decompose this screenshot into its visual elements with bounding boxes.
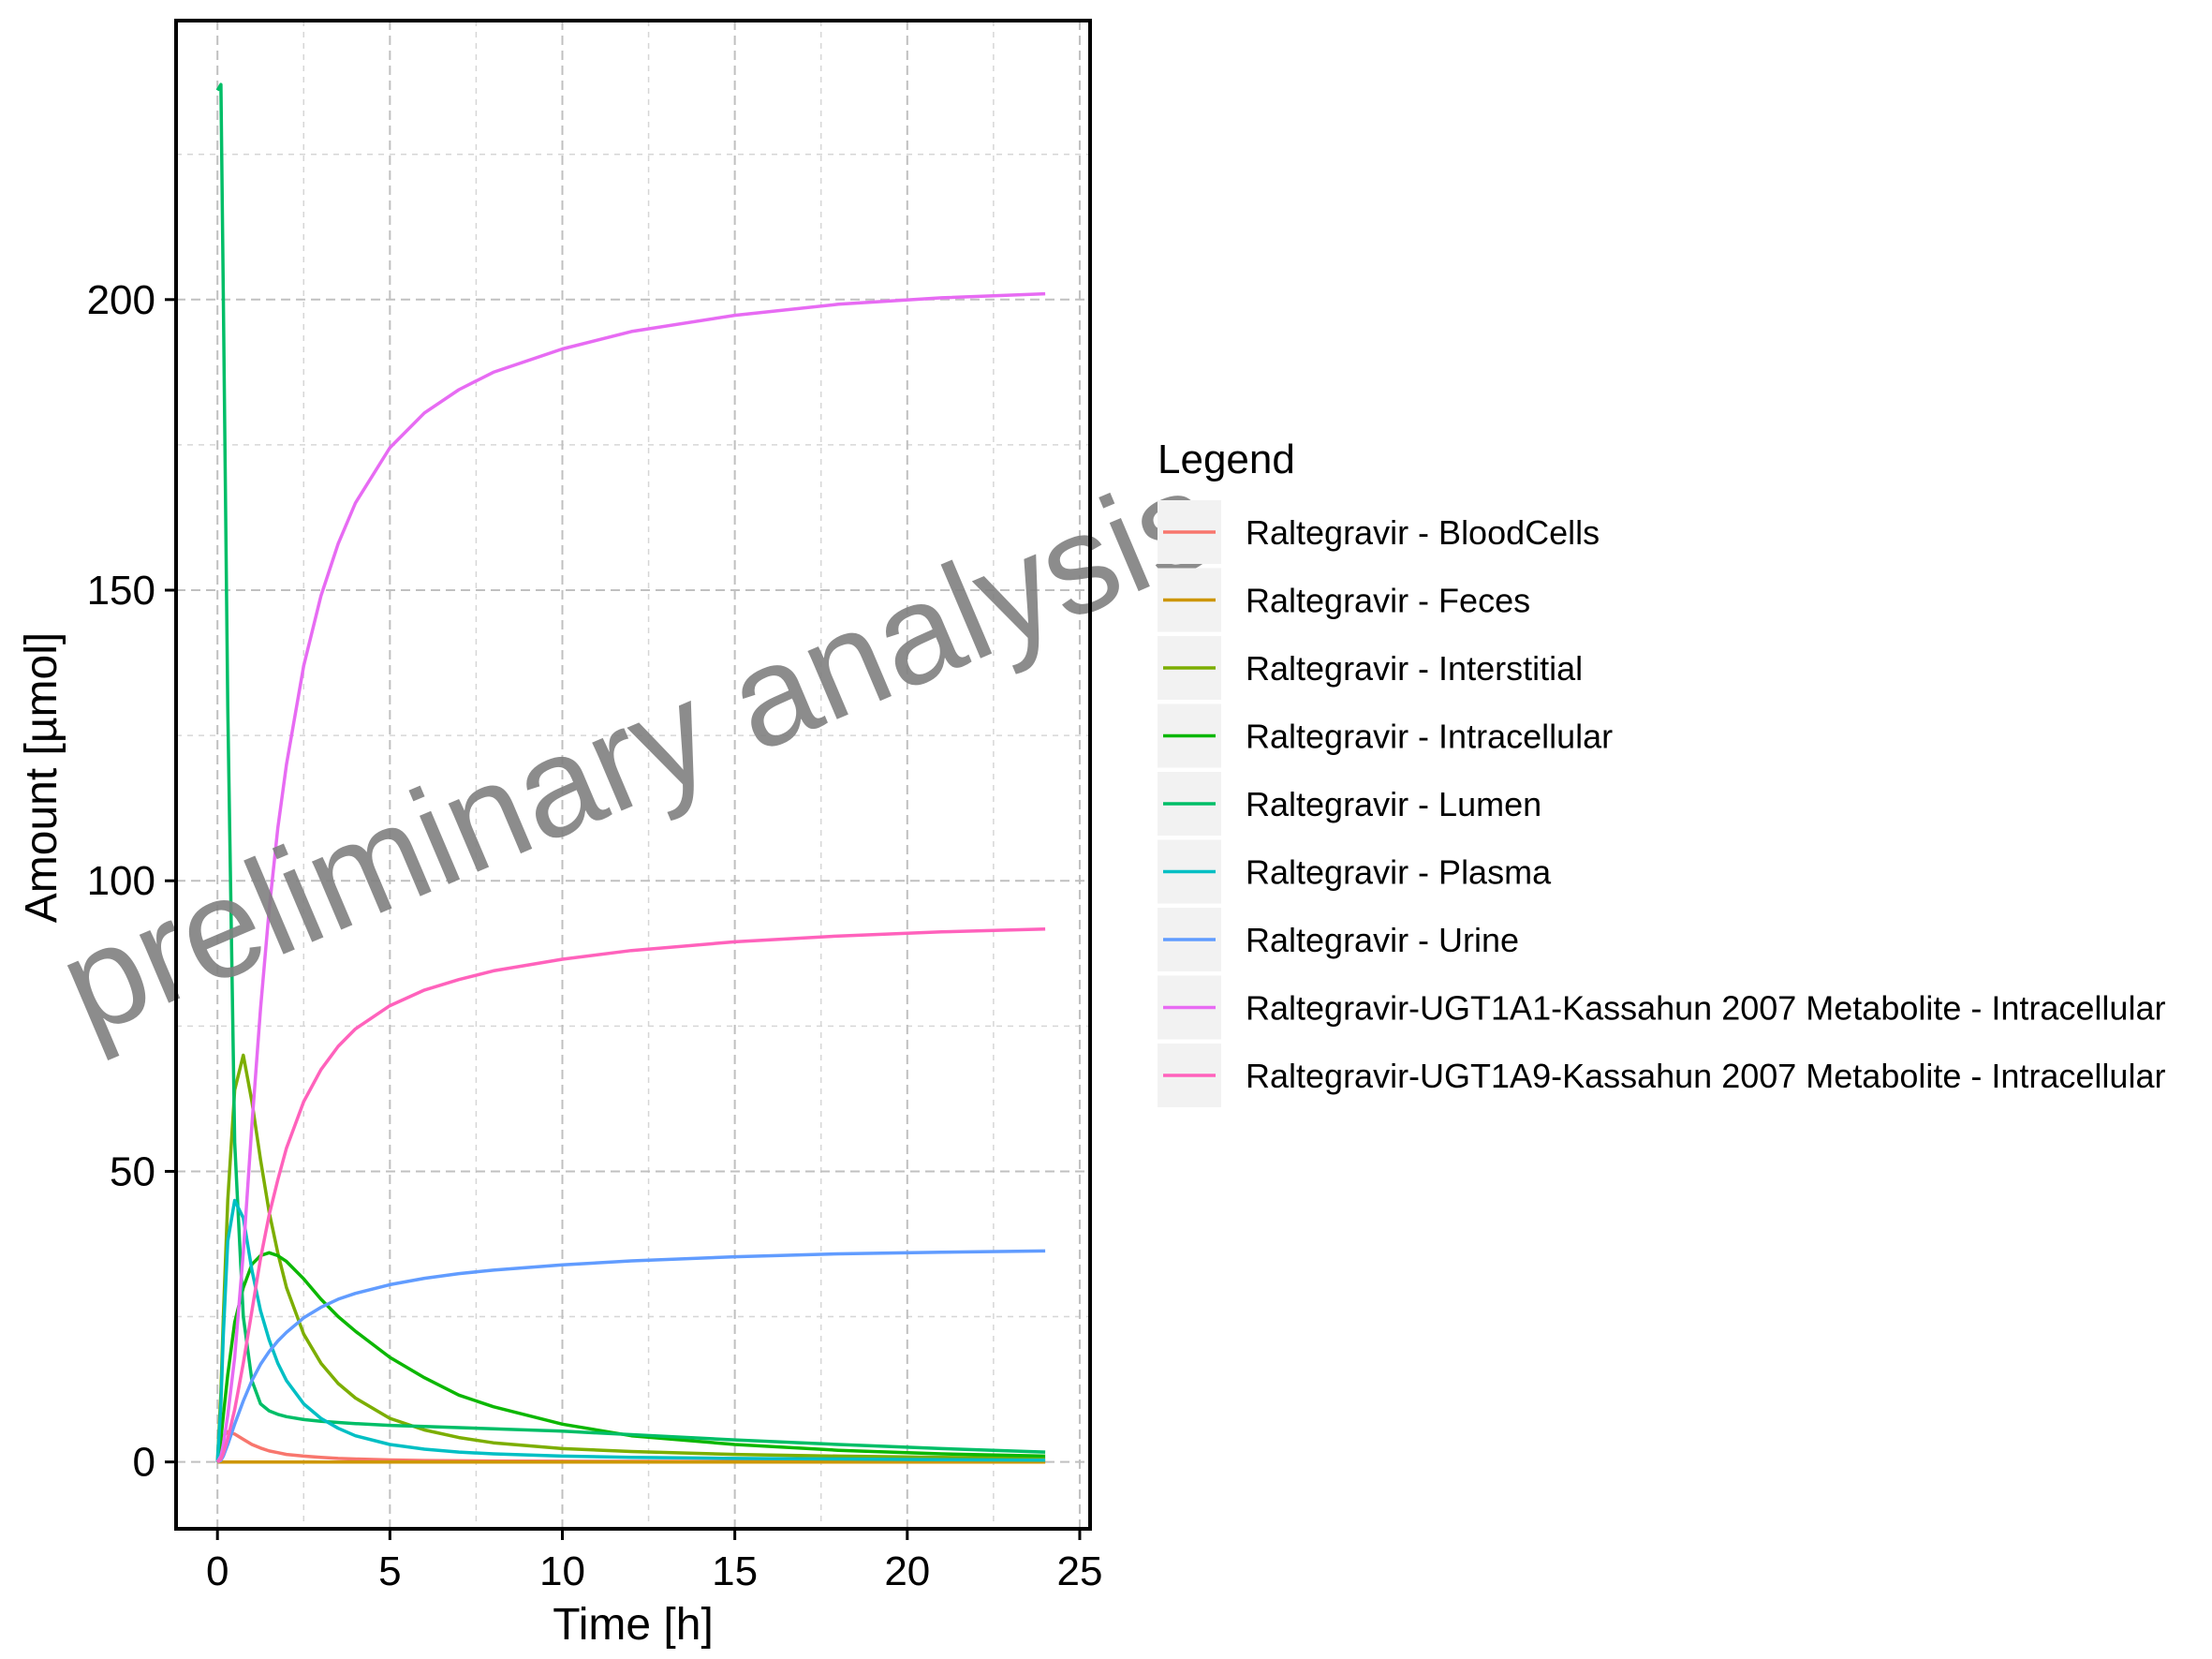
x-tick-label: 5	[378, 1548, 401, 1594]
plot-border	[174, 19, 1092, 1531]
x-tick-label: 20	[884, 1548, 930, 1594]
x-tick-label: 0	[206, 1548, 229, 1594]
legend: Legend Raltegravir - BloodCells Raltegrav…	[1158, 437, 2165, 1107]
x-tick-label: 25	[1056, 1548, 1102, 1594]
y-tick-label: 200	[87, 277, 155, 323]
series-line	[216, 926, 1046, 1464]
legend-label: Raltegravir - Plasma	[1246, 853, 1552, 892]
series-line	[215, 82, 1046, 1454]
legend-label: Raltegravir-UGT1A1-Kassahun 2007 Metabol…	[1246, 989, 2165, 1028]
series-line	[216, 1249, 1046, 1464]
series-line	[215, 1198, 1046, 1462]
legend-label: Raltegravir - Feces	[1246, 582, 1530, 620]
x-axis-title: Time [h]	[553, 1600, 714, 1650]
y-tick-label: 50	[110, 1148, 155, 1194]
y-tick-label: 150	[87, 568, 155, 614]
legend-label: Raltegravir - BloodCells	[1246, 513, 1600, 552]
x-tick-label: 15	[712, 1548, 758, 1594]
y-tick-label: 100	[87, 858, 155, 904]
legend-label: Raltegravir - Urine	[1246, 921, 1519, 959]
legend-label: Raltegravir - Interstitial	[1246, 649, 1583, 688]
legend-title: Legend	[1158, 437, 1295, 482]
y-axis-title: Amount [µmol]	[17, 632, 66, 923]
legend-label: Raltegravir - Lumen	[1246, 785, 1541, 823]
y-tick-label: 0	[133, 1440, 155, 1486]
series-line	[215, 291, 1046, 1463]
legend-label: Raltegravir-UGT1A9-Kassahun 2007 Metabol…	[1246, 1057, 2165, 1095]
axes: 0 5 10 15 20 25 0 50 100 150 200	[87, 19, 1102, 1594]
x-tick-label: 10	[539, 1548, 585, 1594]
legend-label: Raltegravir - Intracellular	[1246, 718, 1613, 756]
series-lines	[215, 82, 1046, 1464]
